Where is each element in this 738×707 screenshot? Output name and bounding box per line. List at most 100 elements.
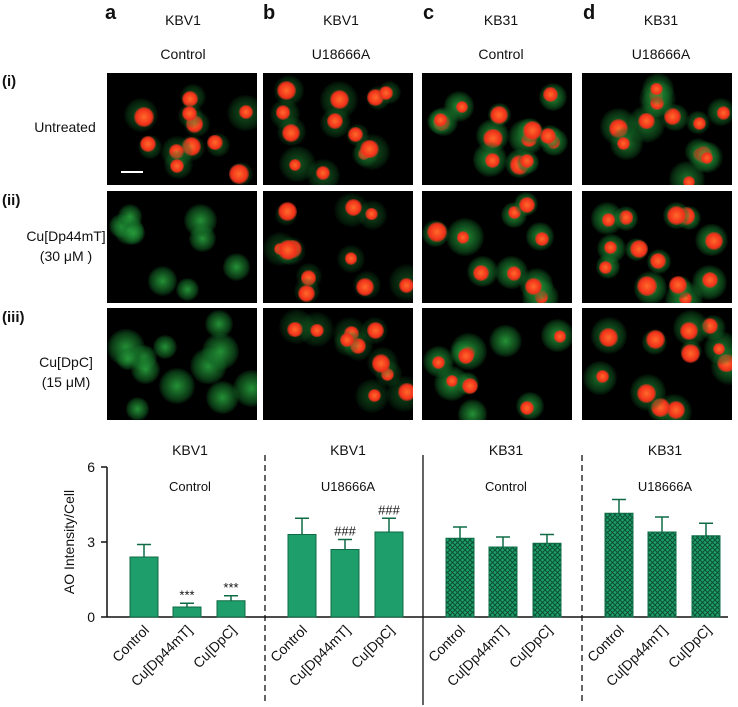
lysosome-red-fluorescence <box>506 266 522 281</box>
lysosome-red-fluorescence <box>182 90 199 107</box>
row-number-i: (i) <box>2 73 17 90</box>
x-tick-label: Cu[DpC] <box>506 622 555 671</box>
bar <box>647 531 677 618</box>
lysosome-red-fluorescence <box>649 253 666 270</box>
lysosome-red-fluorescence <box>542 87 558 103</box>
lysosome-red-fluorescence <box>712 343 725 356</box>
micrograph-d-2 <box>582 191 732 303</box>
lysosome-red-fluorescence <box>397 382 413 402</box>
lysosome-red-fluorescence <box>366 321 384 339</box>
lysosome-red-fluorescence <box>457 347 475 364</box>
x-tick-label: Control <box>267 622 310 665</box>
bar <box>330 549 360 618</box>
lysosome-red-fluorescence <box>637 275 658 296</box>
lysosome-red-fluorescence <box>309 323 324 338</box>
row-number-ii: (ii) <box>2 192 21 209</box>
row-label-untreated: Untreated <box>34 119 96 135</box>
lysosome-red-fluorescence <box>683 176 696 185</box>
lysosome-red-fluorescence <box>139 136 156 153</box>
lysosome-red-fluorescence <box>399 278 413 293</box>
lysosome-red-fluorescence <box>629 239 649 259</box>
lysosome-red-fluorescence <box>668 275 688 295</box>
micrograph-c-2 <box>422 191 572 303</box>
lysosome-red-fluorescence <box>133 107 154 128</box>
cell-green-fluorescence <box>205 310 233 338</box>
lysosome-red-fluorescence <box>462 377 479 394</box>
lysosome-red-fluorescence <box>282 123 301 142</box>
micrograph-d-3 <box>582 308 732 420</box>
bar <box>287 534 317 618</box>
lysosome-red-fluorescence <box>540 128 557 145</box>
lysosome-red-fluorescence <box>519 153 535 169</box>
lysosome-red-fluorescence <box>298 284 316 302</box>
cell-green-fluorescence <box>222 252 251 281</box>
lysosome-red-fluorescence <box>523 120 543 140</box>
y-tick-label: 0 <box>87 609 95 625</box>
lysosome-red-fluorescence <box>484 152 501 169</box>
cell-green-fluorescence <box>489 325 522 358</box>
bar <box>691 535 721 618</box>
lysosome-red-fluorescence <box>277 201 297 221</box>
lysosome-red-fluorescence <box>702 272 719 289</box>
column-cell-line-label: KBV1 <box>165 12 201 28</box>
bar <box>374 531 404 618</box>
lysosome-red-fluorescence <box>601 213 616 227</box>
micrograph-a-3 <box>107 308 257 420</box>
x-tick-label: Control <box>109 622 152 665</box>
significance-annotation: *** <box>179 587 194 602</box>
micrograph-d-1 <box>582 73 732 185</box>
cell-green-fluorescence <box>457 398 488 420</box>
lysosome-red-fluorescence <box>472 264 490 282</box>
lysosome-red-fluorescence <box>525 278 543 295</box>
significance-annotation: ### <box>334 524 356 539</box>
panel-letter-b: b <box>263 2 276 24</box>
chart-group-cell-line: KBV1 <box>330 442 366 458</box>
lysosome-red-fluorescence <box>553 330 567 343</box>
lysosome-red-fluorescence <box>681 343 701 363</box>
lysosome-red-fluorescence <box>344 251 358 265</box>
lysosome-red-fluorescence <box>717 106 731 120</box>
row-label-cu-dp44mt: Cu[Dp44mT] <box>26 228 106 244</box>
column-cell-line-label: KBV1 <box>323 12 359 28</box>
lysosome-red-fluorescence <box>170 159 185 174</box>
x-tick-label: Control <box>584 622 627 665</box>
bar <box>172 606 202 618</box>
column-cell-line-label: KB31 <box>643 12 679 28</box>
y-tick-label: 3 <box>87 534 95 550</box>
lysosome-red-fluorescence <box>182 105 197 121</box>
bar <box>129 556 159 618</box>
lysosome-red-fluorescence <box>315 165 330 180</box>
lysosome-red-fluorescence <box>207 134 224 151</box>
lysosome-red-fluorescence <box>535 231 550 247</box>
micrograph-a-2 <box>107 191 257 303</box>
x-tick-label: Control <box>425 622 468 665</box>
bar <box>488 546 518 618</box>
micrograph-b-2 <box>263 191 413 303</box>
column-cell-line-label: KB31 <box>483 12 519 28</box>
lysosome-red-fluorescence <box>229 163 249 184</box>
chart-group-cell-line: KBV1 <box>172 442 208 458</box>
micrograph-b-3 <box>263 308 413 420</box>
lysosome-red-fluorescence <box>637 383 656 403</box>
lysosome-red-fluorescence <box>598 260 613 274</box>
micrograph-b-1 <box>263 73 413 185</box>
row-label-cu-dpc: Cu[DpC] <box>39 354 93 370</box>
column-condition-label: Control <box>160 46 206 62</box>
lysosome-red-fluorescence <box>445 375 459 388</box>
significance-annotation: ### <box>378 502 400 517</box>
chart-group-cell-line: KB31 <box>648 442 682 458</box>
lysosome-red-fluorescence <box>330 90 350 110</box>
lysosome-red-fluorescence <box>455 100 468 113</box>
scale-bar <box>121 171 143 173</box>
micrograph-c-1 <box>422 73 572 185</box>
cell-green-fluorescence <box>147 266 177 296</box>
lysosome-red-fluorescence <box>595 369 610 384</box>
ao-intensity-bar-chart: 0 3 6 AO Intensity/Cell KBV1 Control Control **… <box>61 442 728 705</box>
row-number-iii: (iii) <box>2 309 25 326</box>
lysosome-red-fluorescence <box>278 240 299 261</box>
column-condition-label: Control <box>478 46 524 62</box>
cell-green-fluorescence <box>202 333 239 371</box>
lysosome-red-fluorescence <box>645 330 665 350</box>
lysosome-red-fluorescence <box>666 400 685 420</box>
lysosome-red-fluorescence <box>287 321 304 338</box>
